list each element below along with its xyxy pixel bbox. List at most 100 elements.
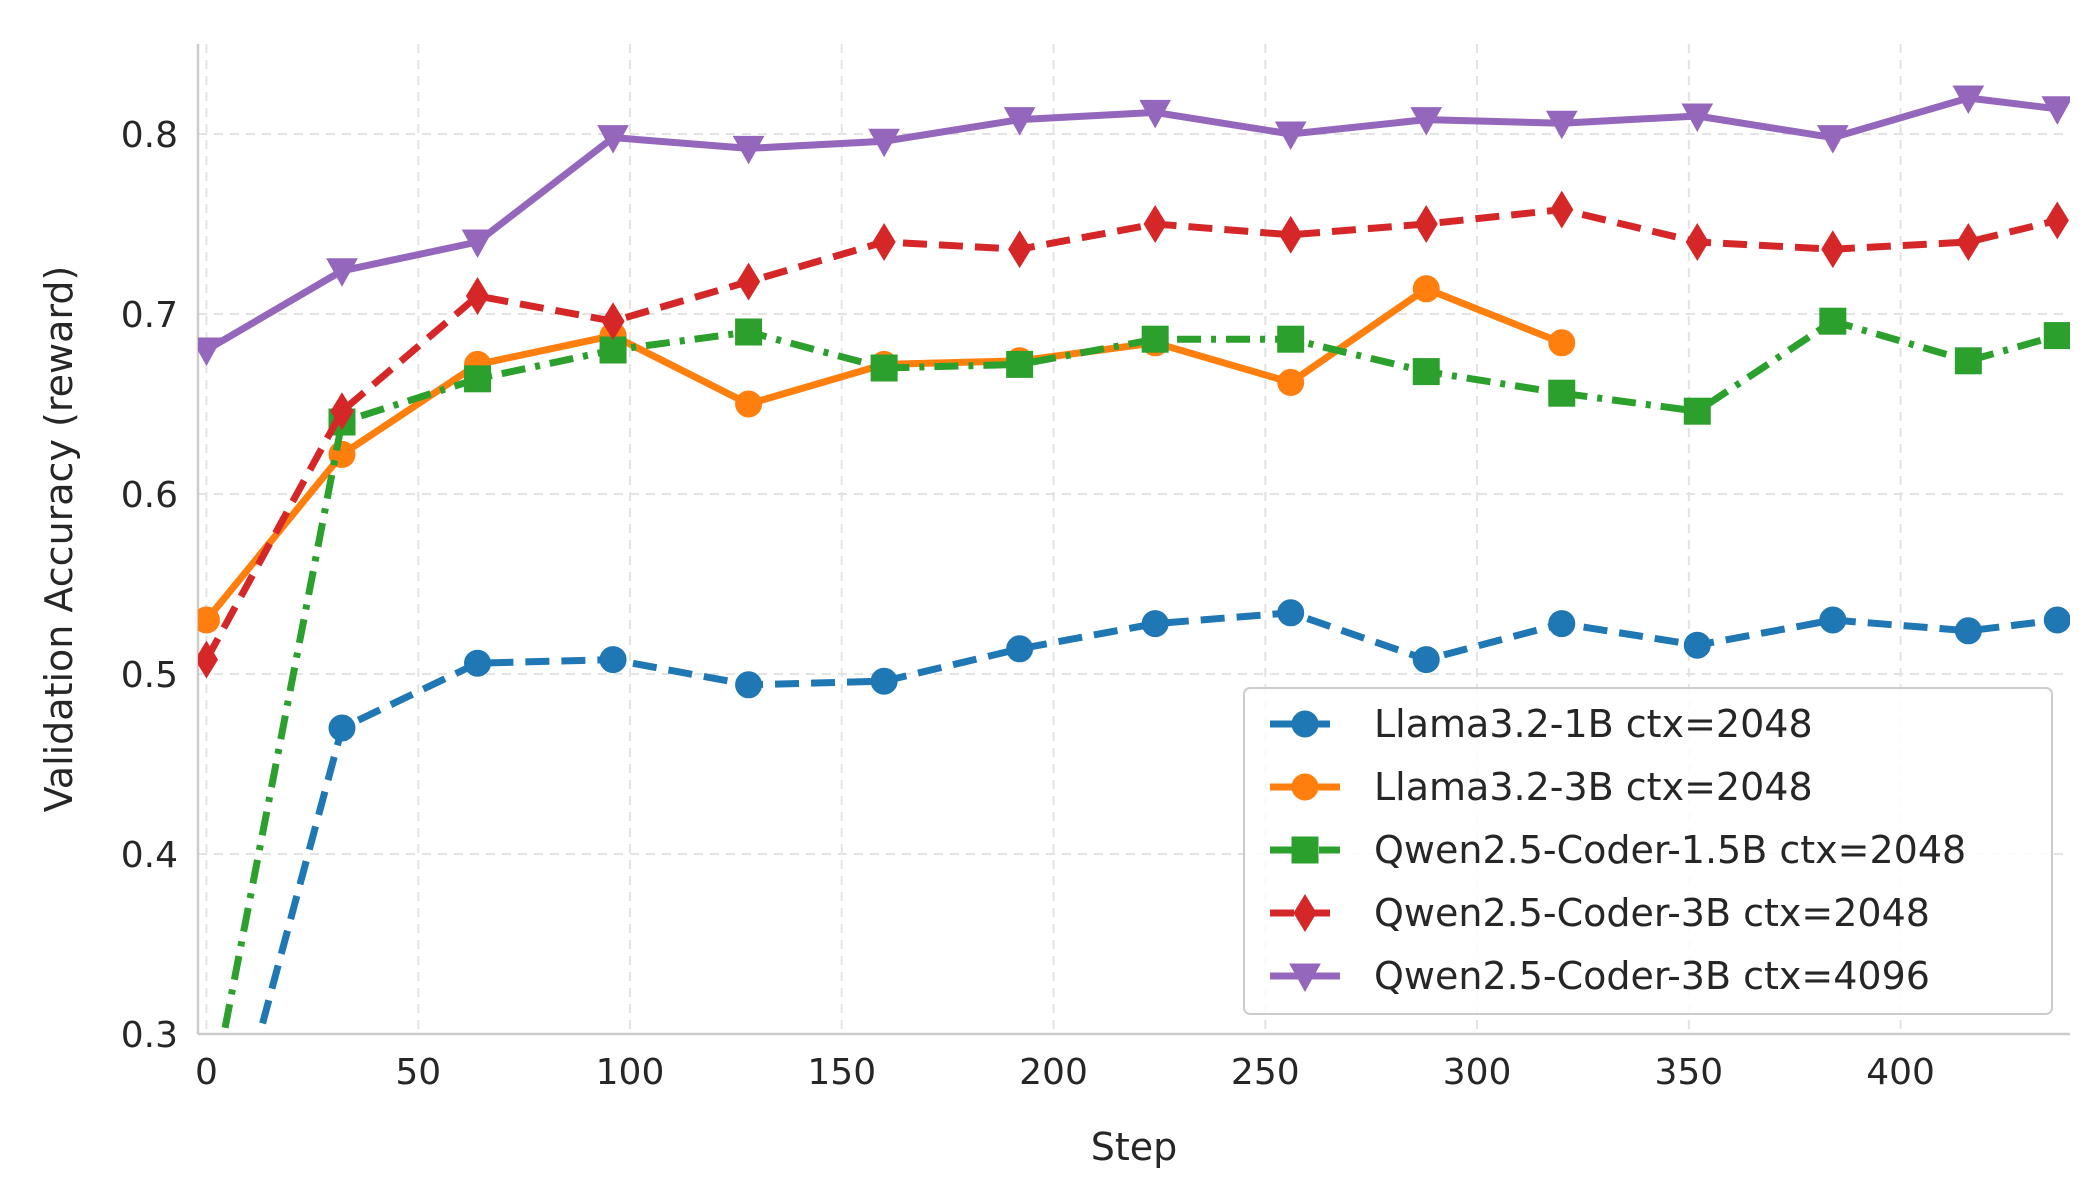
data-point bbox=[735, 671, 763, 699]
data-point bbox=[461, 229, 494, 259]
data-point bbox=[870, 667, 898, 695]
tick-labels: 0 50 100 150 200 250 300 350 400 0.3 0.4 0.5 0.6 0.7 0… bbox=[121, 115, 1935, 1093]
data-point bbox=[1819, 307, 1847, 335]
series-5 bbox=[198, 85, 2070, 367]
y-tick-label: 0.8 bbox=[121, 115, 178, 156]
legend-label: Llama3.2-1B ctx=2048 bbox=[1374, 702, 1813, 746]
data-point bbox=[193, 1111, 219, 1137]
data-point bbox=[732, 135, 765, 165]
data-point bbox=[1548, 379, 1576, 407]
data-point bbox=[1683, 397, 1711, 425]
legend-label: Llama3.2-3B ctx=2048 bbox=[1374, 765, 1813, 809]
data-point bbox=[1141, 610, 1169, 638]
y-tick-label: 0.5 bbox=[121, 655, 178, 696]
series-4 bbox=[198, 190, 2069, 679]
data-point bbox=[1279, 215, 1303, 254]
data-point bbox=[1141, 325, 1169, 353]
legend-label: Qwen2.5-Coder-3B ctx=4096 bbox=[1374, 954, 1930, 998]
data-point bbox=[328, 714, 356, 742]
series-2 bbox=[198, 275, 1576, 634]
series-line bbox=[203, 285, 1564, 623]
data-point bbox=[870, 354, 898, 382]
data-point bbox=[2043, 606, 2070, 634]
data-point bbox=[326, 258, 358, 287]
y-tick-label: 0.3 bbox=[121, 1015, 178, 1056]
data-point bbox=[198, 337, 223, 367]
legend-entry: Llama3.2-1B ctx=2048 bbox=[1270, 702, 1813, 746]
x-axis-label: Step bbox=[1091, 1125, 1178, 1169]
data-point bbox=[464, 365, 492, 393]
legend: Llama3.2-1B ctx=2048 Llama3.2-3B ctx=2048… bbox=[1243, 687, 2053, 1015]
legend-marker bbox=[1291, 836, 1319, 864]
data-point bbox=[601, 302, 625, 341]
x-tick-label: 250 bbox=[1231, 1052, 1300, 1093]
data-point bbox=[735, 390, 763, 418]
data-point bbox=[1548, 610, 1576, 638]
data-point bbox=[2045, 201, 2069, 240]
data-point bbox=[1006, 635, 1034, 663]
data-point bbox=[597, 125, 629, 154]
data-point bbox=[330, 392, 354, 431]
data-point bbox=[1819, 606, 1847, 634]
data-point bbox=[464, 649, 492, 677]
data-point bbox=[1139, 99, 1172, 129]
data-point bbox=[1816, 125, 1849, 154]
x-tick-label: 200 bbox=[1019, 1052, 1088, 1093]
legend-box bbox=[1243, 687, 2053, 1015]
data-point bbox=[735, 318, 763, 346]
legend-entry: Qwen2.5-Coder-3B ctx=4096 bbox=[1270, 954, 1930, 998]
data-point bbox=[1681, 103, 1714, 133]
data-point bbox=[1956, 223, 1980, 261]
data-point bbox=[1143, 205, 1167, 243]
legend-label: Qwen2.5-Coder-3B ctx=2048 bbox=[1374, 891, 1930, 935]
data-point bbox=[872, 223, 896, 261]
legend-marker bbox=[1291, 710, 1319, 738]
series-group bbox=[193, 85, 2070, 1137]
data-point bbox=[1410, 107, 1443, 136]
data-point bbox=[599, 336, 627, 364]
data-point bbox=[1685, 223, 1709, 261]
x-tick-label: 300 bbox=[1443, 1052, 1512, 1093]
series-line bbox=[204, 94, 2058, 354]
series-line bbox=[220, 317, 2059, 1034]
legend-marker bbox=[1291, 773, 1319, 801]
data-point bbox=[1274, 121, 1307, 151]
series-line bbox=[203, 206, 2059, 662]
x-tick-label: 100 bbox=[596, 1052, 665, 1093]
data-point bbox=[868, 128, 900, 158]
data-point bbox=[1412, 275, 1440, 303]
legend-entry: Llama3.2-3B ctx=2048 bbox=[1270, 765, 1813, 809]
data-point bbox=[198, 606, 220, 634]
x-tick-label: 50 bbox=[395, 1052, 441, 1093]
axes bbox=[196, 44, 2070, 1036]
data-point bbox=[198, 640, 219, 679]
data-point bbox=[1548, 329, 1576, 357]
x-tick-label: 350 bbox=[1654, 1052, 1723, 1093]
data-point bbox=[1008, 230, 1032, 269]
legend-entry: Qwen2.5-Coder-3B ctx=2048 bbox=[1270, 891, 1930, 935]
data-point bbox=[1003, 107, 1036, 136]
y-tick-label: 0.7 bbox=[121, 295, 178, 336]
legend-marker bbox=[1293, 894, 1317, 932]
y-tick-label: 0.4 bbox=[121, 835, 178, 876]
legend-marker bbox=[1289, 963, 1321, 993]
data-point bbox=[465, 277, 490, 315]
data-point bbox=[1821, 230, 1845, 269]
data-point bbox=[1954, 347, 1982, 375]
data-point bbox=[1952, 85, 1985, 115]
series-3 bbox=[193, 307, 2070, 1137]
data-point bbox=[1545, 110, 1578, 140]
series-1 bbox=[256, 599, 2070, 1034]
data-point bbox=[1412, 358, 1440, 386]
x-tick-label: 150 bbox=[807, 1052, 876, 1093]
data-point bbox=[1683, 631, 1711, 659]
y-tick-label: 0.6 bbox=[121, 475, 178, 516]
legend-label: Qwen2.5-Coder-1.5B ctx=2048 bbox=[1374, 828, 1966, 872]
data-point bbox=[1954, 617, 1982, 645]
x-tick-label: 0 bbox=[195, 1052, 218, 1093]
data-point bbox=[1414, 205, 1438, 243]
data-point bbox=[1277, 599, 1305, 627]
x-tick-label: 400 bbox=[1866, 1052, 1935, 1093]
